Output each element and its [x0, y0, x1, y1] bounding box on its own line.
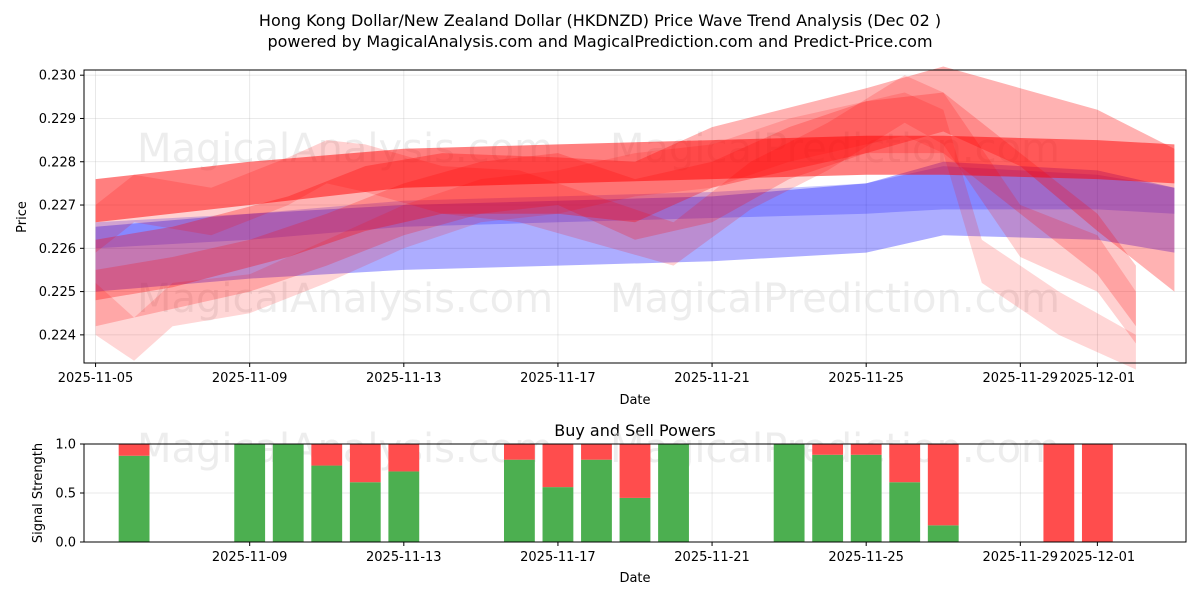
- price-x-tick-label: 2025-11-13: [366, 371, 442, 386]
- sell-power-bar: [349, 444, 381, 483]
- signal-x-tick-label: 2025-11-17: [520, 550, 596, 565]
- sell-power-bar: [927, 444, 959, 526]
- signal-bars: [118, 444, 1113, 542]
- figure-title-line2: powered by MagicalAnalysis.com and Magic…: [267, 32, 932, 51]
- price-y-tick-label: 0.230: [39, 69, 76, 84]
- sell-power-bar: [388, 444, 420, 472]
- buy-power-bar: [581, 459, 612, 542]
- price-y-tick-label: 0.227: [39, 199, 76, 214]
- signal-x-ticks: 2025-11-09 2025-11-13 2025-11-17 2025-11-21…: [212, 542, 1135, 565]
- signal-x-tick-label: 2025-11-13: [366, 550, 442, 565]
- price-y-tick-label: 0.226: [39, 242, 76, 257]
- watermark-signal-left: MagicalAnalysis.com: [137, 426, 553, 472]
- red-wave-band: [95, 75, 1136, 344]
- buy-power-bar: [619, 497, 651, 542]
- signal-x-tick-label: 2025-11-25: [828, 550, 904, 565]
- price-y-tick-label: 0.228: [39, 155, 76, 170]
- buy-sell-chart: Buy and Sell Powers MagicalAnalysis.com …: [31, 421, 1187, 586]
- buy-sell-title: Buy and Sell Powers: [554, 421, 716, 440]
- sell-power-bar: [542, 444, 574, 488]
- buy-power-bar: [773, 444, 805, 542]
- price-wave-chart: MagicalAnalysis.com MagicalPrediction.co…: [15, 66, 1187, 408]
- sell-power-bar: [1081, 444, 1113, 542]
- buy-power-bar: [850, 454, 882, 542]
- sell-power-bar: [889, 444, 921, 483]
- sell-power-bar: [619, 444, 651, 498]
- signal-x-tick-label: 2025-11-21: [674, 550, 750, 565]
- price-x-ticks: 2025-11-05 2025-11-09 2025-11-13 2025-11-17…: [58, 363, 1135, 386]
- price-x-tick-label: 2025-11-05: [58, 371, 134, 386]
- price-y-tick-label: 0.229: [39, 112, 76, 127]
- price-y-ticks: 0.224 0.225 0.226 0.227 0.228 0.229 0.230: [39, 69, 84, 343]
- sell-power-bar: [850, 444, 882, 455]
- signal-y-tick-label: 0.0: [55, 536, 76, 551]
- price-bands: [95, 66, 1175, 370]
- figure-title-line1: Hong Kong Dollar/New Zealand Dollar (HKD…: [259, 11, 941, 30]
- sell-power-bar: [1043, 444, 1075, 542]
- price-x-axis-label: Date: [619, 393, 650, 408]
- buy-power-bar: [927, 525, 959, 542]
- price-y-tick-label: 0.224: [39, 328, 76, 343]
- sell-power-bar: [581, 444, 612, 460]
- red-wave-band: [95, 135, 1175, 223]
- price-y-axis-label: Price: [15, 201, 30, 233]
- signal-x-tick-label: 2025-12-01: [1060, 550, 1136, 565]
- red-wave-band: [95, 92, 1136, 327]
- signal-x-tick-label: 2025-11-29: [983, 550, 1059, 565]
- red-wave-band: [95, 66, 1175, 301]
- signal-x-axis-label: Date: [619, 571, 650, 586]
- price-x-tick-label: 2025-11-29: [983, 371, 1059, 386]
- sell-power-bar: [503, 444, 535, 460]
- sell-power-bar: [812, 444, 844, 455]
- watermark-bottom-left: MagicalAnalysis.com: [137, 276, 553, 322]
- buy-power-bar: [388, 471, 420, 542]
- buy-power-bar: [311, 465, 343, 542]
- buy-power-bar: [272, 444, 304, 542]
- sell-power-bar: [118, 444, 150, 456]
- price-x-tick-label: 2025-11-17: [520, 371, 596, 386]
- blue-wave-band: [95, 161, 1175, 292]
- price-axes-frame: [83, 69, 1187, 364]
- price-x-tick-label: 2025-12-01: [1060, 371, 1136, 386]
- blue-wave-band: [95, 166, 1175, 249]
- buy-power-bar: [349, 482, 381, 542]
- price-y-tick-label: 0.225: [39, 285, 76, 300]
- buy-power-bar: [889, 482, 921, 542]
- watermark-bottom-right: MagicalPrediction.com: [610, 276, 1060, 322]
- buy-power-bar: [658, 444, 689, 542]
- buy-power-bar: [503, 459, 535, 542]
- price-x-tick-label: 2025-11-09: [212, 371, 288, 386]
- signal-y-tick-label: 1.0: [55, 438, 76, 453]
- buy-power-bar: [542, 487, 574, 542]
- signal-y-axis-label: Signal Strength: [31, 443, 46, 543]
- price-x-tick-label: 2025-11-25: [828, 371, 904, 386]
- sell-power-bar: [311, 444, 343, 466]
- buy-power-bar: [118, 455, 150, 542]
- signal-y-tick-label: 0.5: [55, 487, 76, 502]
- buy-power-bar: [812, 454, 844, 542]
- price-x-tick-label: 2025-11-21: [674, 371, 750, 386]
- buy-power-bar: [234, 444, 266, 542]
- signal-y-ticks: 0.0 0.5 1.0: [55, 438, 84, 551]
- signal-x-tick-label: 2025-11-09: [212, 550, 288, 565]
